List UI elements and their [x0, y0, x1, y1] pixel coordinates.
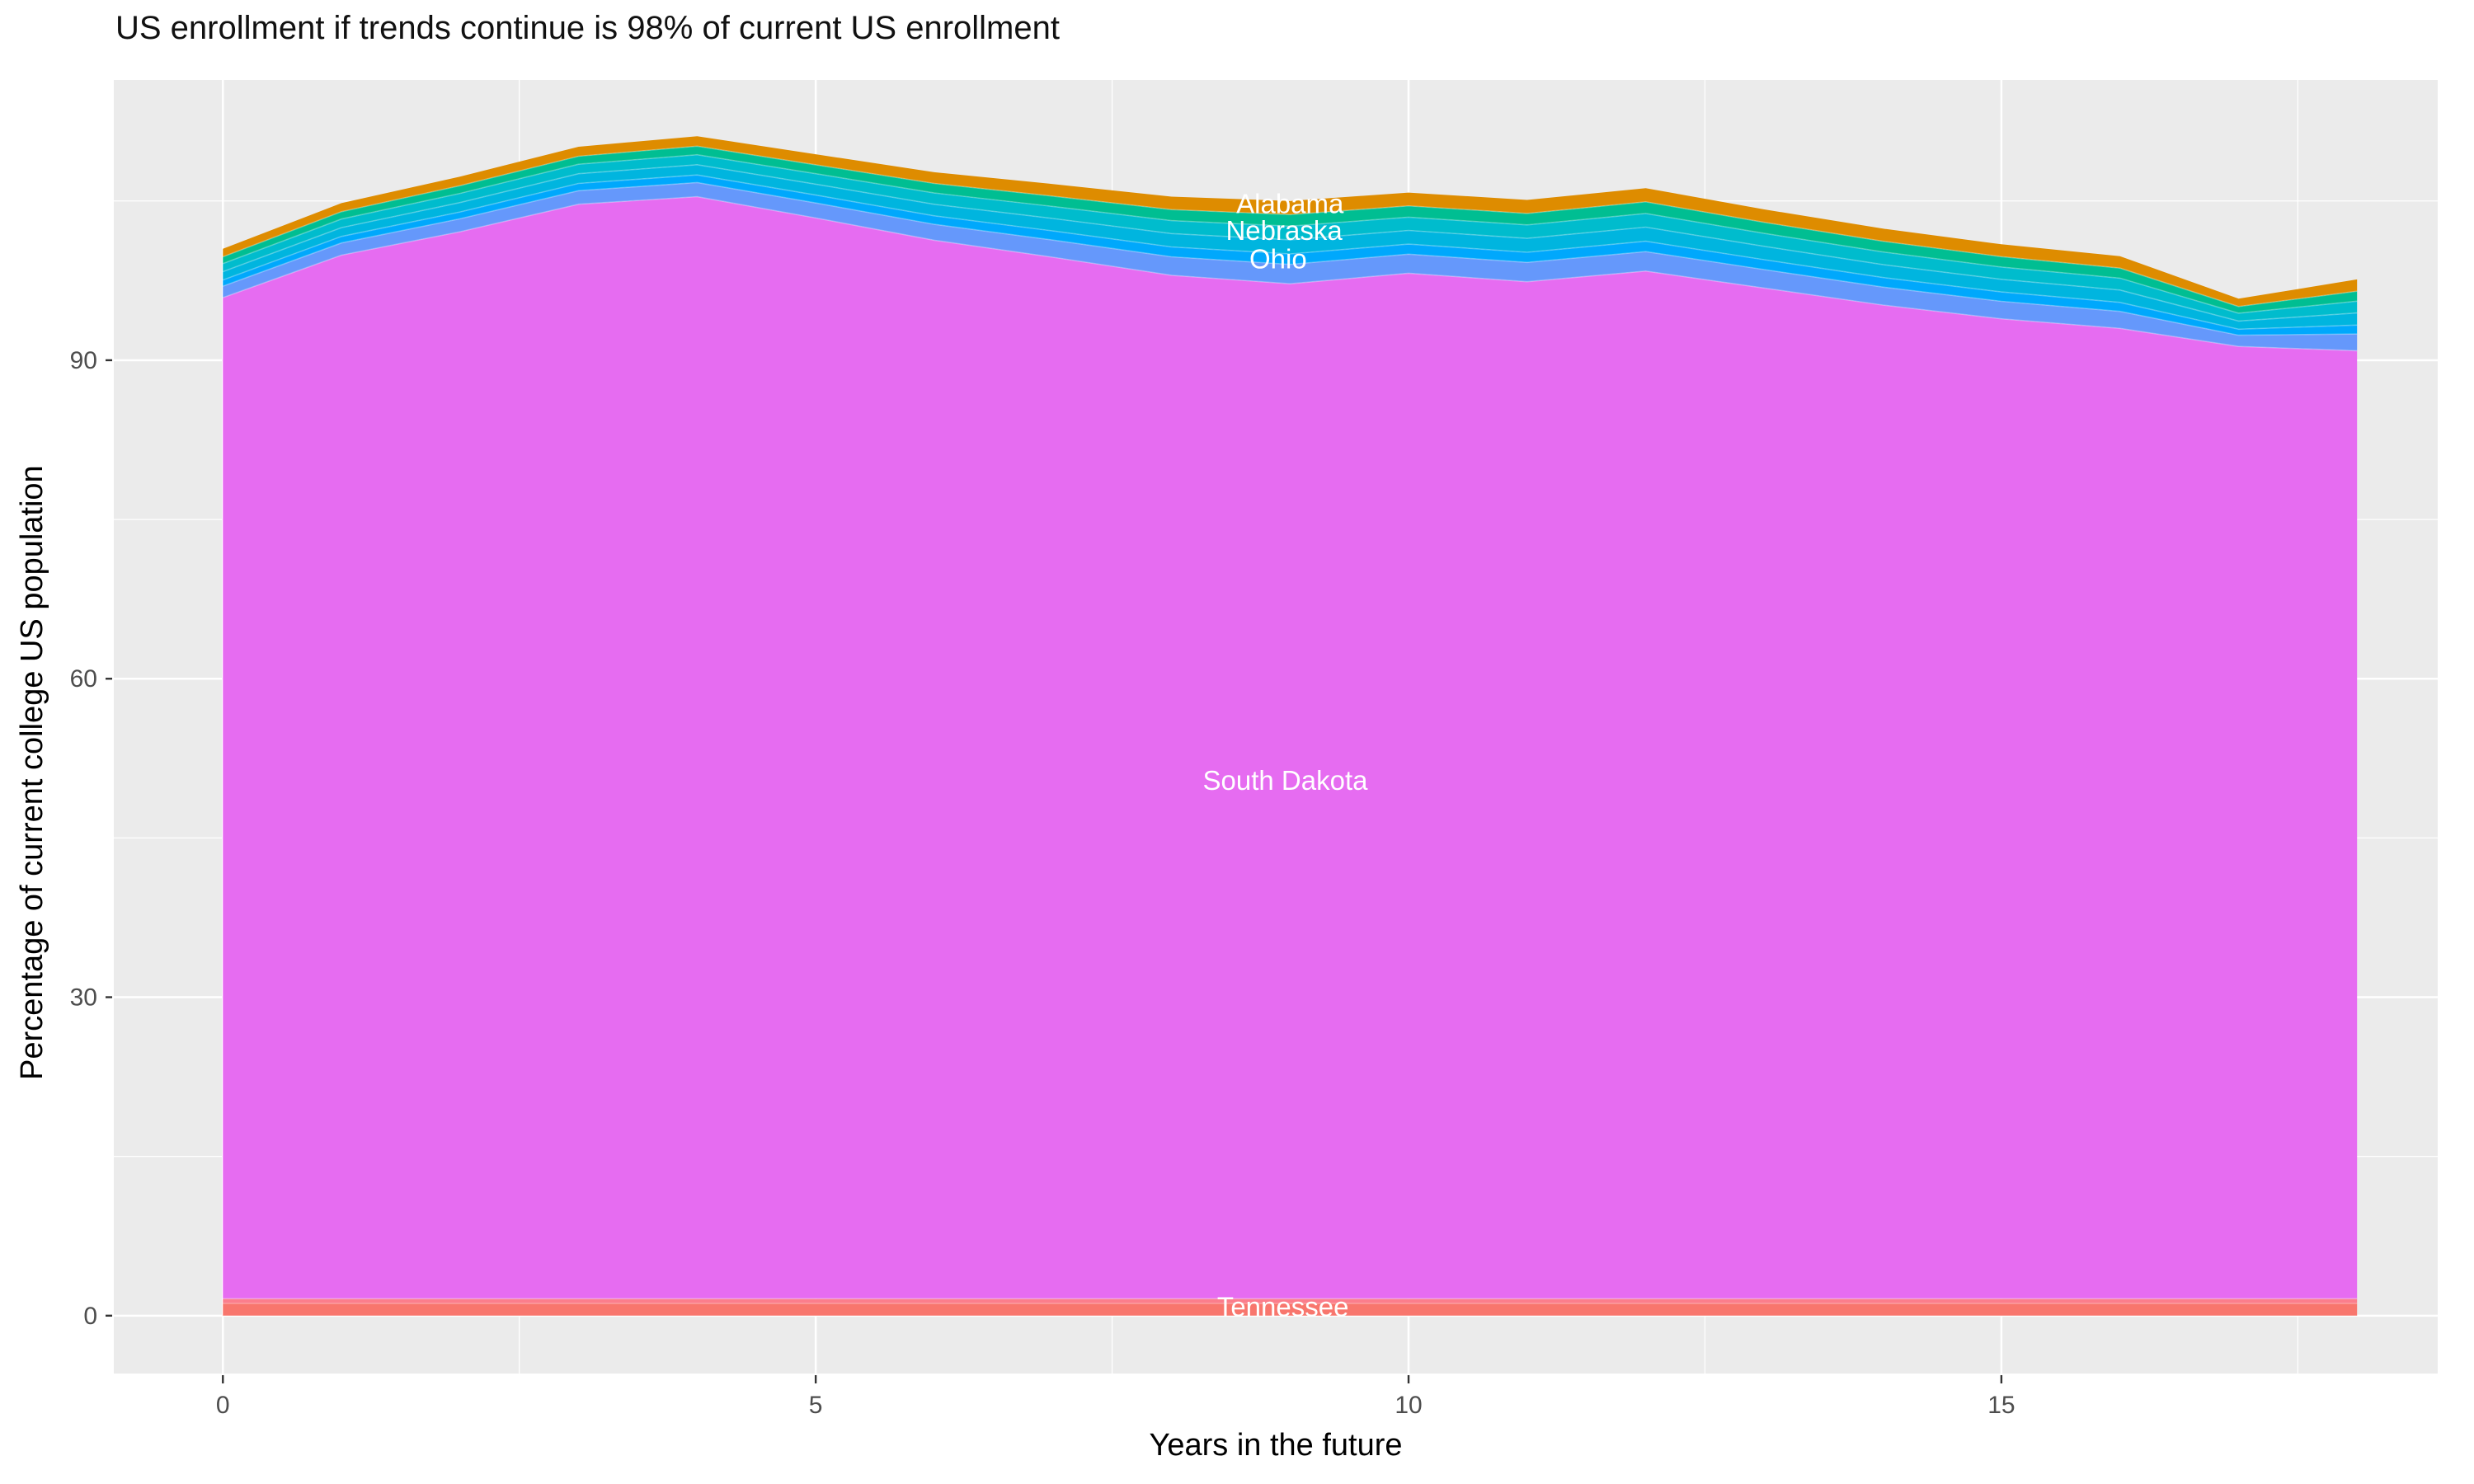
- band-boundary: [223, 153, 2358, 314]
- band-boundary: [223, 145, 2358, 308]
- area-band-azure: [223, 175, 2358, 336]
- band-boundary: [223, 195, 2358, 352]
- y-tick-label: 30: [70, 984, 97, 1012]
- y-tick-label: 60: [70, 665, 97, 693]
- area-nebraska: [223, 154, 2358, 322]
- x-axis-title: Years in the future: [1149, 1428, 1403, 1463]
- x-tick-label: 5: [809, 1392, 823, 1419]
- area-ohio: [223, 182, 2358, 351]
- area-band-cyan-lower: [223, 164, 2358, 330]
- state-label-alabama: Alabama: [1236, 189, 1344, 219]
- area-band-pink: [223, 1298, 2358, 1303]
- y-tick-label: 90: [70, 347, 97, 374]
- band-boundary: [223, 174, 2358, 331]
- band-boundary: [223, 181, 2358, 336]
- x-tick-label: 10: [1395, 1392, 1422, 1419]
- state-label-south-dakota: South Dakota: [1203, 765, 1369, 796]
- x-tick-label: 15: [1987, 1392, 2015, 1419]
- state-label-ohio: Ohio: [1249, 244, 1307, 275]
- chart-title: US enrollment if trends continue is 98% …: [115, 10, 1060, 46]
- y-tick-label: 0: [83, 1303, 97, 1330]
- x-tick-label: 0: [216, 1392, 230, 1419]
- area-tennessee: [223, 1303, 2358, 1316]
- state-label-tennessee: Tennessee: [1217, 1292, 1349, 1322]
- y-axis-title: Percentage of current college US populat…: [15, 465, 49, 1080]
- area-south-dakota: [223, 196, 2358, 1299]
- state-label-nebraska: Nebraska: [1225, 215, 1343, 246]
- band-boundary: [223, 163, 2358, 322]
